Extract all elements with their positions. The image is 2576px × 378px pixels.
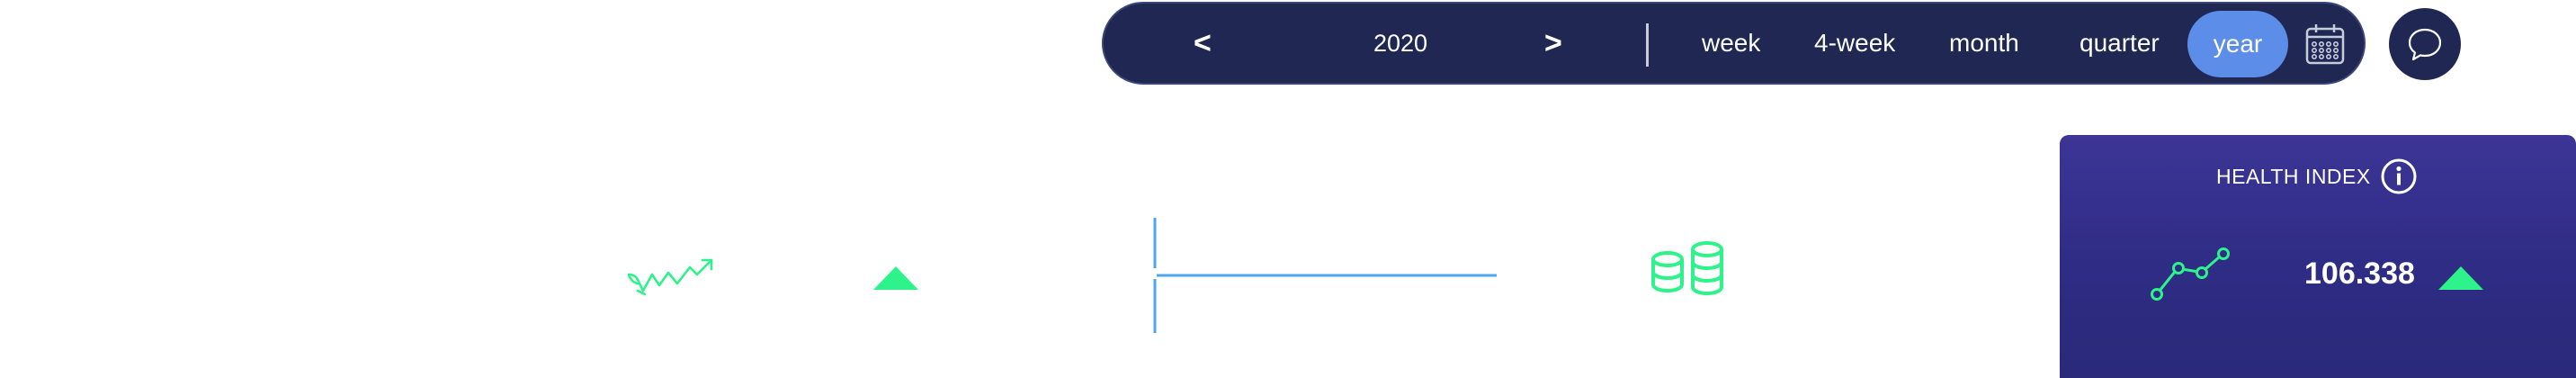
chat-button[interactable] xyxy=(2389,8,2461,80)
period-option-month[interactable]: month xyxy=(1949,29,2019,57)
previous-period-button[interactable]: < xyxy=(1194,26,1212,60)
period-option-year[interactable]: year xyxy=(2187,11,2288,77)
health-index-value: 106.338 xyxy=(2304,256,2415,291)
sparkline-icon xyxy=(2151,248,2230,301)
up-arrow-icon xyxy=(873,266,918,290)
health-index-title: HEALTH INDEX xyxy=(2216,165,2371,188)
period-option-4-week[interactable]: 4-week xyxy=(1814,29,1896,57)
calendar-icon[interactable] xyxy=(2305,23,2345,65)
info-icon[interactable] xyxy=(2380,158,2418,195)
health-index-card: HEALTH INDEX 106.338 xyxy=(2060,135,2576,378)
value-indicator-line xyxy=(1153,218,1497,333)
period-selector-bar: < 2020 > week 4-week month quarter year xyxy=(1102,2,2366,85)
growth-trend-icon xyxy=(627,258,713,296)
chat-bubble-icon xyxy=(2408,28,2442,61)
next-period-button[interactable]: > xyxy=(1544,26,1562,60)
up-arrow-icon xyxy=(2438,266,2483,290)
coins-icon xyxy=(1651,241,1723,296)
period-divider xyxy=(1646,23,1649,67)
period-option-quarter[interactable]: quarter xyxy=(2080,29,2160,57)
current-period-label: 2020 xyxy=(1373,30,1428,57)
period-option-week[interactable]: week xyxy=(1702,29,1761,57)
